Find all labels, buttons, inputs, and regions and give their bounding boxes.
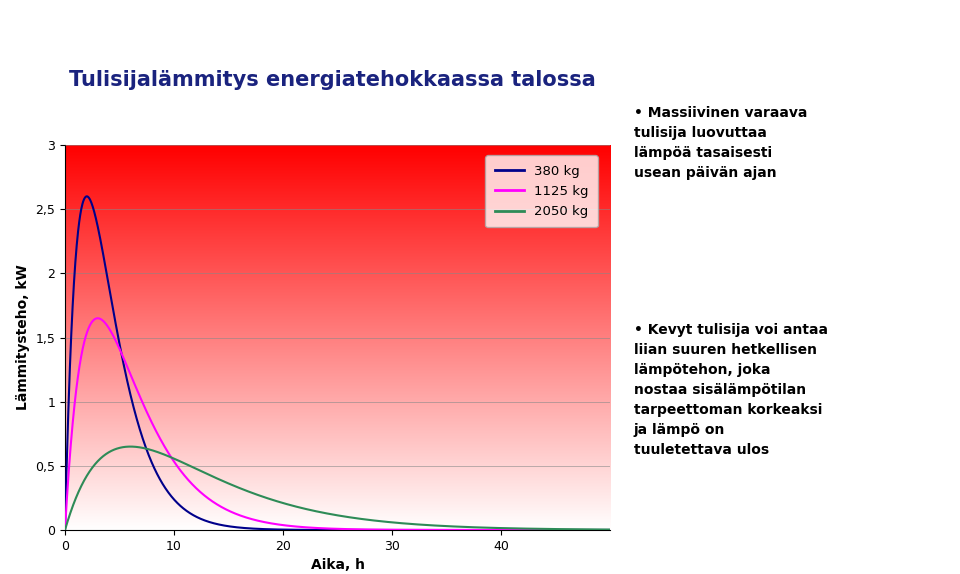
Text: Tulisijalämmitys energiatehokkaassa talossa: Tulisijalämmitys energiatehokkaassa talo…: [69, 70, 596, 90]
Y-axis label: Lämmitysteho, kW: Lämmitysteho, kW: [15, 265, 30, 410]
Text: VTT EXPERT SERVICES OY: VTT EXPERT SERVICES OY: [17, 16, 179, 26]
Legend: 380 kg, 1125 kg, 2050 kg: 380 kg, 1125 kg, 2050 kg: [486, 156, 598, 227]
Text: 6.6.2011    13: 6.6.2011 13: [672, 16, 750, 26]
Text: • Massiivinen varaava
tulisija luovuttaa
lämpöä tasaisesti
usean päivän ajan: • Massiivinen varaava tulisija luovuttaa…: [634, 106, 807, 180]
Text: • Kevyt tulisija voi antaa
liian suuren hetkellisen
lämpötehon, joka
nostaa sisä: • Kevyt tulisija voi antaa liian suuren …: [634, 323, 828, 457]
X-axis label: Aika, h: Aika, h: [310, 559, 365, 572]
